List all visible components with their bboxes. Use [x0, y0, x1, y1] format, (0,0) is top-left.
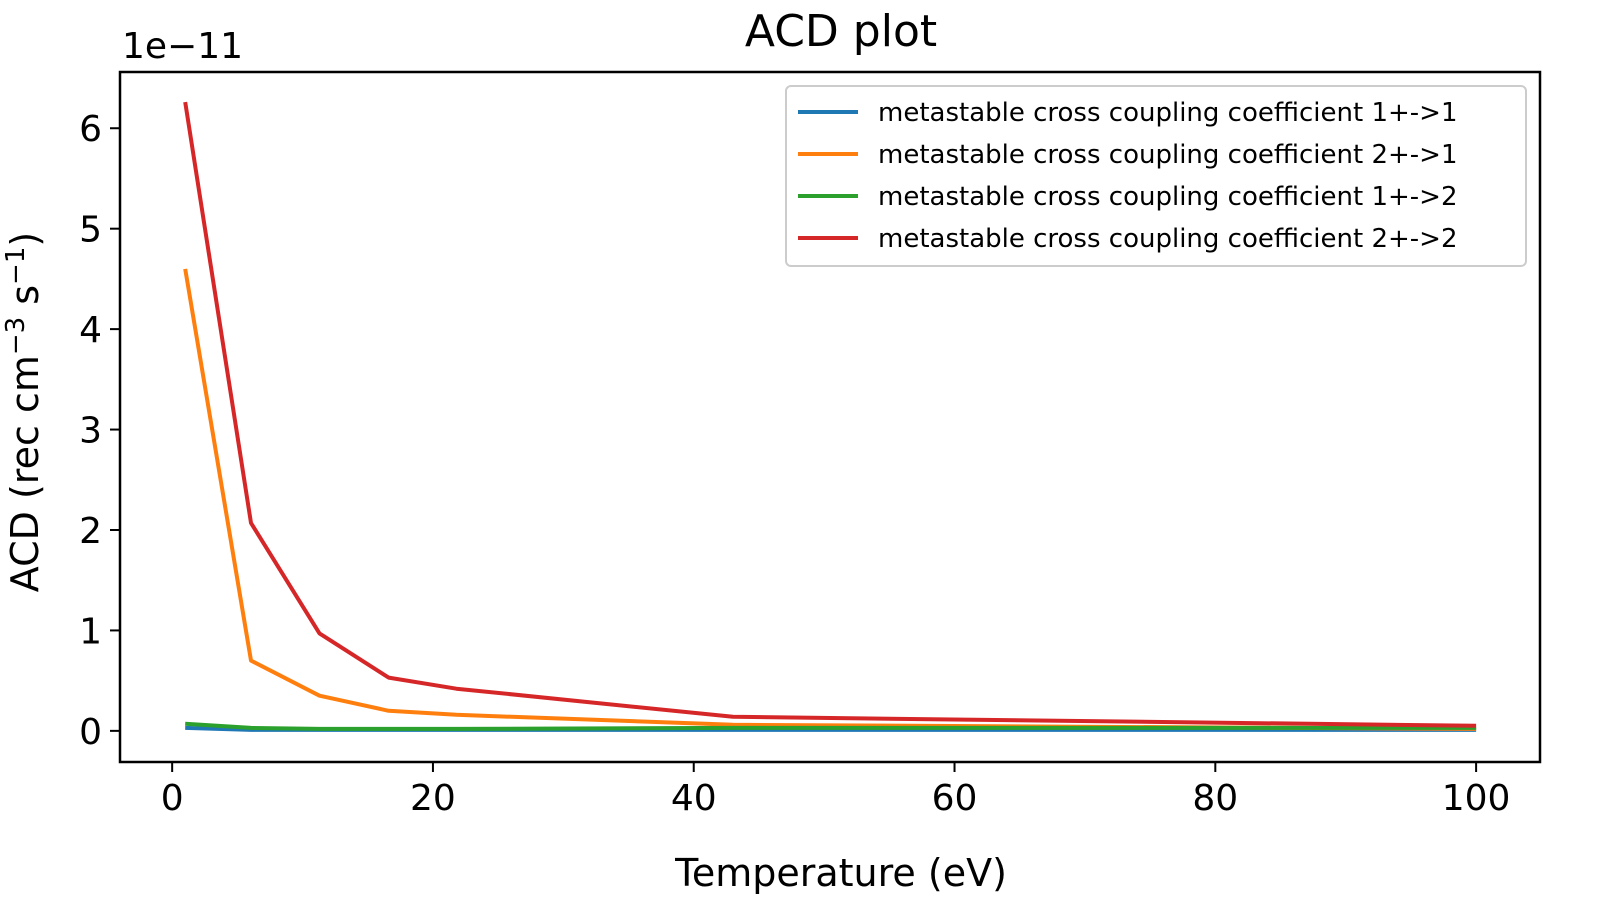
legend-label-3: metastable cross coupling coefficient 1+… [878, 182, 1458, 212]
y-tick-label: 0 [79, 712, 102, 753]
plot-frame [118, 70, 1542, 764]
x-axis-ticks: 0 20 40 60 80 100 [161, 762, 1511, 819]
x-tick-label: 80 [1192, 778, 1238, 819]
y-tick-label: 1 [79, 611, 102, 652]
y-axis-label-exp2: −1 [1, 247, 31, 285]
y-axis-label-exp1: −3 [1, 317, 31, 355]
y-axis-label-base: ACD (rec cm [3, 355, 47, 592]
legend-label-4: metastable cross coupling coefficient 2+… [878, 224, 1458, 254]
plot-series-group [183, 101, 1477, 732]
x-tick-label: 60 [932, 778, 978, 819]
y-axis-label-mid: s [3, 285, 47, 317]
chart-title: ACD plot [745, 6, 937, 57]
y-tick-label: 6 [79, 109, 102, 150]
y-axis-label-end: ) [3, 232, 47, 247]
legend: metastable cross coupling coefficient 1+… [785, 85, 1527, 267]
legend-label-1: metastable cross coupling coefficient 1+… [878, 98, 1458, 128]
series-line-2 [183, 268, 1477, 731]
y-axis-label: ACD (rec cm−3 s−1) [1, 232, 47, 592]
x-tick-label: 0 [161, 778, 184, 819]
y-tick-label: 5 [79, 210, 102, 251]
y-axis-offset-label: 1e−11 [122, 26, 243, 67]
y-axis-ticks: 0 1 2 3 4 5 6 [79, 109, 120, 753]
y-tick-label: 3 [79, 411, 102, 452]
x-tick-label: 100 [1442, 778, 1511, 819]
x-tick-label: 40 [671, 778, 717, 819]
series-line-4 [183, 101, 1477, 728]
y-tick-label: 4 [79, 310, 102, 351]
series-line-3 [185, 721, 1477, 731]
legend-box [785, 85, 1527, 267]
x-tick-label: 20 [410, 778, 456, 819]
x-axis-label: Temperature (eV) [674, 851, 1007, 895]
legend-label-2: metastable cross coupling coefficient 2+… [878, 140, 1458, 170]
y-tick-label: 2 [79, 511, 102, 552]
